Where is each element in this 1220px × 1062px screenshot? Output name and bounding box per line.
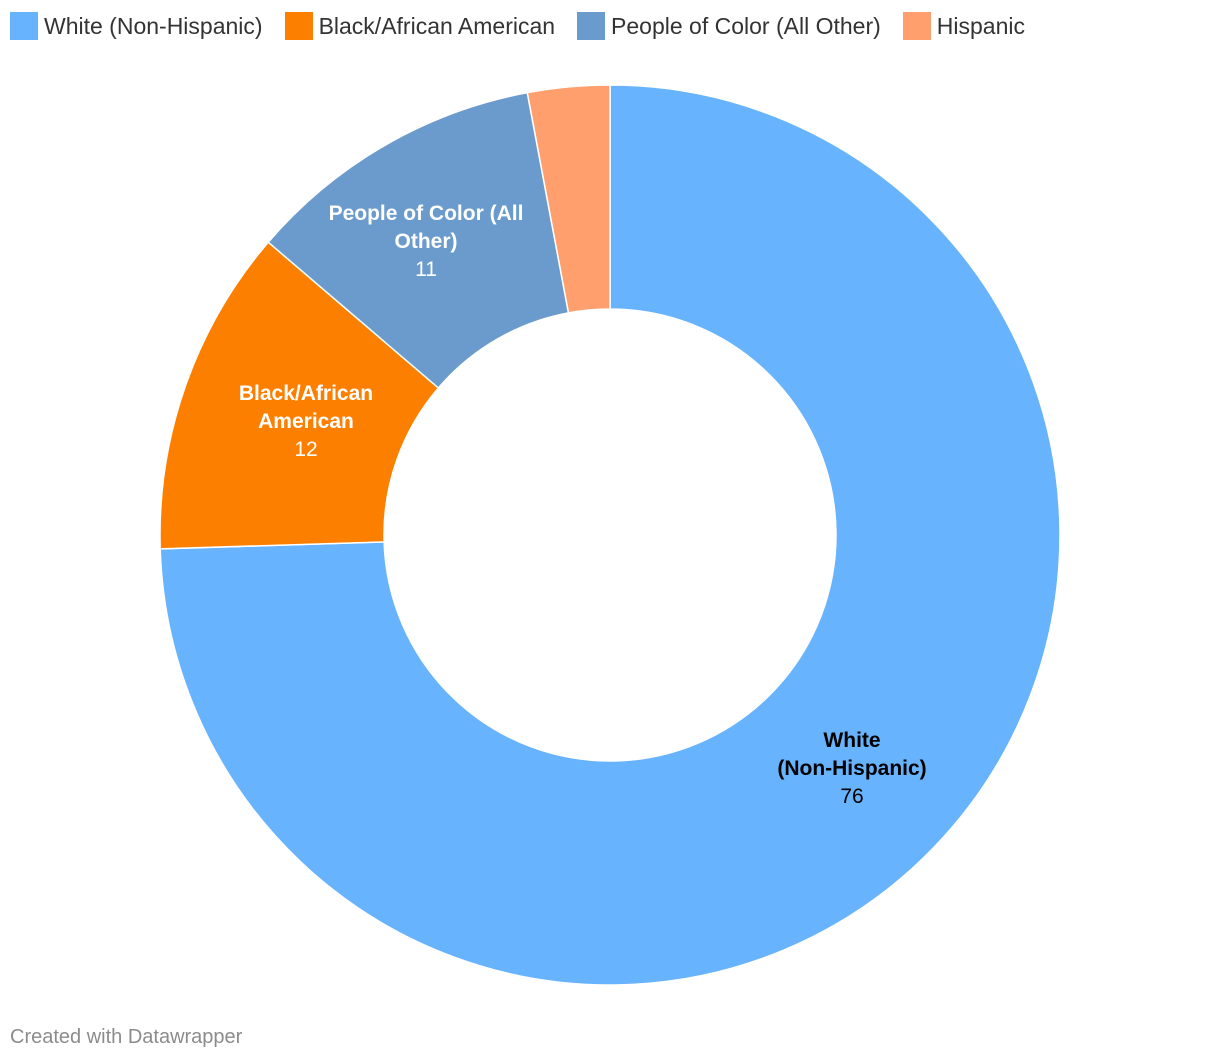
slice-poc: [267, 91, 570, 390]
data-label-white-name-line: (Non-Hispanic): [777, 757, 926, 780]
data-label-black-name-line: American: [258, 410, 354, 433]
legend-item-black: Black/African American: [284, 12, 556, 40]
legend-swatch-poc: [577, 12, 606, 40]
legend-label-white: White (Non-Hispanic): [44, 12, 263, 39]
data-label-white-value: 76: [840, 785, 863, 808]
legend-swatch-hispanic: [902, 12, 931, 40]
legend-label-black: Black/African American: [318, 12, 556, 39]
legend-label-hispanic: Hispanic: [936, 12, 1025, 39]
slice-white: [159, 84, 1061, 986]
legend-item-hispanic: Hispanic: [902, 12, 1025, 40]
legend-item-white: White (Non-Hispanic): [10, 12, 263, 40]
data-label-black-name-line: Black/African: [239, 382, 373, 405]
slice-black: [159, 241, 440, 550]
data-label-white-name-line: White: [823, 729, 880, 752]
footer-credit: Created with Datawrapper: [10, 1026, 243, 1048]
data-label-poc-name-line: People of Color (All: [329, 202, 524, 225]
legend-label-poc: People of Color (All Other): [611, 12, 881, 39]
data-label-poc: People of Color (All Other) 11: [329, 202, 524, 281]
data-label-white: White (Non-Hispanic) 76: [777, 729, 926, 808]
chart-legend: White (Non-Hispanic) Black/African Ameri…: [10, 12, 1047, 40]
data-label-black: Black/African American 12: [239, 382, 373, 461]
legend-item-poc: People of Color (All Other): [577, 12, 881, 40]
legend-swatch-black: [284, 12, 313, 40]
data-label-black-value: 12: [294, 438, 317, 461]
slice-hispanic: [526, 84, 611, 314]
data-label-poc-value: 11: [415, 258, 437, 281]
data-label-poc-name-line: Other): [395, 230, 458, 253]
legend-swatch-white: [10, 12, 38, 40]
